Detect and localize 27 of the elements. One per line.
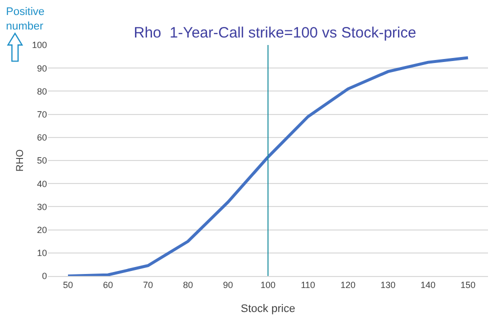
- x-tick-label: 60: [102, 280, 114, 290]
- x-axis-title: Stock price: [240, 303, 296, 315]
- y-tick-label: 40: [36, 178, 47, 189]
- x-tick-label: 150: [460, 280, 476, 290]
- y-tick-label: 90: [36, 63, 47, 74]
- y-tick-label: 60: [36, 132, 47, 143]
- text: Positive number: [6, 6, 45, 32]
- x-tick-label: 140: [420, 280, 436, 290]
- x-tick-label: 110: [300, 280, 316, 290]
- y-tick-label: 20: [36, 224, 47, 235]
- y-tick-label: 30: [36, 202, 47, 212]
- y-tick-label: 50: [36, 156, 47, 166]
- y-axis-title: RHO: [14, 149, 26, 172]
- y-tick-label: 80: [36, 86, 47, 96]
- y-tick-label: 0: [42, 271, 47, 282]
- y-tick-label: 70: [36, 109, 47, 120]
- x-tick-label: 50: [62, 280, 74, 290]
- x-tick-label: 90: [222, 280, 234, 290]
- x-tick-label: 70: [142, 280, 154, 290]
- x-tick-label: 80: [182, 280, 194, 290]
- line-series: [66, 56, 470, 276]
- x-tick-label: 100: [260, 280, 276, 290]
- y-tick-label: 10: [36, 248, 47, 258]
- y-tick-label: 100: [32, 40, 47, 50]
- x-tick-label: 120: [340, 280, 356, 290]
- x-tick-label: 130: [380, 280, 396, 290]
- chart-title: Rho 1-Year-Call strike=100 vs Stock-price: [134, 24, 416, 42]
